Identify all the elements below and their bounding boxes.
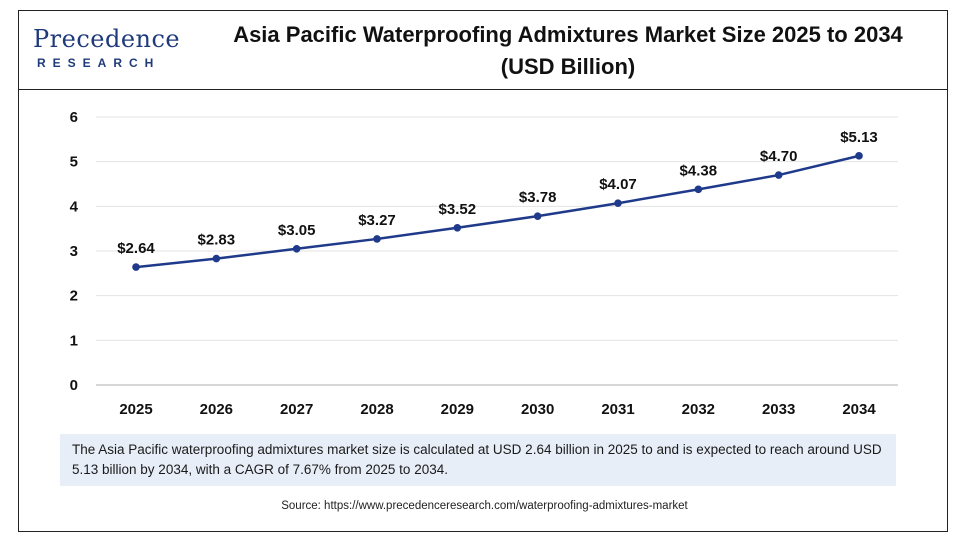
x-tick-label: 2026 xyxy=(200,401,233,418)
data-label: $3.52 xyxy=(439,201,477,218)
x-tick-label: 2034 xyxy=(842,401,876,418)
x-tick-label: 2031 xyxy=(601,401,634,418)
y-tick-label: 5 xyxy=(70,154,78,171)
data-point xyxy=(132,263,140,271)
data-label: $3.05 xyxy=(278,222,316,239)
y-tick-label: 3 xyxy=(70,243,78,260)
x-tick-label: 2032 xyxy=(682,401,715,418)
y-tick-label: 1 xyxy=(70,332,78,349)
chart-frame: Precedence RESEARCH Asia Pacific Waterpr… xyxy=(18,10,948,532)
data-point xyxy=(694,185,703,194)
data-label: $5.13 xyxy=(840,129,878,146)
line-chart: 0 1 2 3 4 5 6 2025 2026 2027 2028 2029 2030 2031 2032 2… xyxy=(70,109,898,418)
data-label: $3.27 xyxy=(358,212,396,229)
data-point xyxy=(292,244,301,253)
data-label: $2.64 xyxy=(117,240,155,257)
data-label: $4.70 xyxy=(760,148,798,165)
data-point xyxy=(614,199,622,208)
x-tick-label: 2030 xyxy=(521,401,554,418)
chart-title-line-2: (USD Billion) xyxy=(500,54,636,79)
data-label: $4.07 xyxy=(599,176,637,193)
data-point xyxy=(774,171,783,179)
source-text: Source: https://www.precedenceresearch.c… xyxy=(281,500,688,512)
logo: Precedence RESEARCH xyxy=(33,25,183,75)
summary-note: The Asia Pacific waterproofing admixture… xyxy=(60,434,896,486)
header: Precedence RESEARCH Asia Pacific Waterpr… xyxy=(19,11,947,90)
data-point xyxy=(212,254,221,263)
x-tick-label: 2029 xyxy=(441,401,474,418)
y-tick-label: 0 xyxy=(70,377,78,394)
x-tick-label: 2027 xyxy=(280,401,313,418)
series-line xyxy=(135,154,860,269)
chart-title-line-1: Asia Pacific Waterproofing Admixtures Ma… xyxy=(233,22,903,47)
data-point xyxy=(373,235,381,243)
x-tick-label: 2025 xyxy=(119,401,152,418)
data-point xyxy=(855,152,863,160)
x-tick-label: 2033 xyxy=(762,401,795,418)
y-tick-label: 4 xyxy=(70,198,79,215)
data-label: $3.78 xyxy=(519,189,557,206)
data-point xyxy=(533,212,542,220)
y-tick-label: 6 xyxy=(70,109,78,126)
data-label: $2.83 xyxy=(198,232,236,249)
logo-wordmark: Precedence xyxy=(33,25,181,53)
chart-title: Asia Pacific Waterproofing Admixtures Ma… xyxy=(189,19,947,83)
y-tick-label: 2 xyxy=(70,288,78,305)
x-tick-label: 2028 xyxy=(360,401,393,418)
logo-subtitle: RESEARCH xyxy=(37,56,161,70)
data-point xyxy=(453,223,462,232)
data-label: $4.38 xyxy=(680,162,718,179)
